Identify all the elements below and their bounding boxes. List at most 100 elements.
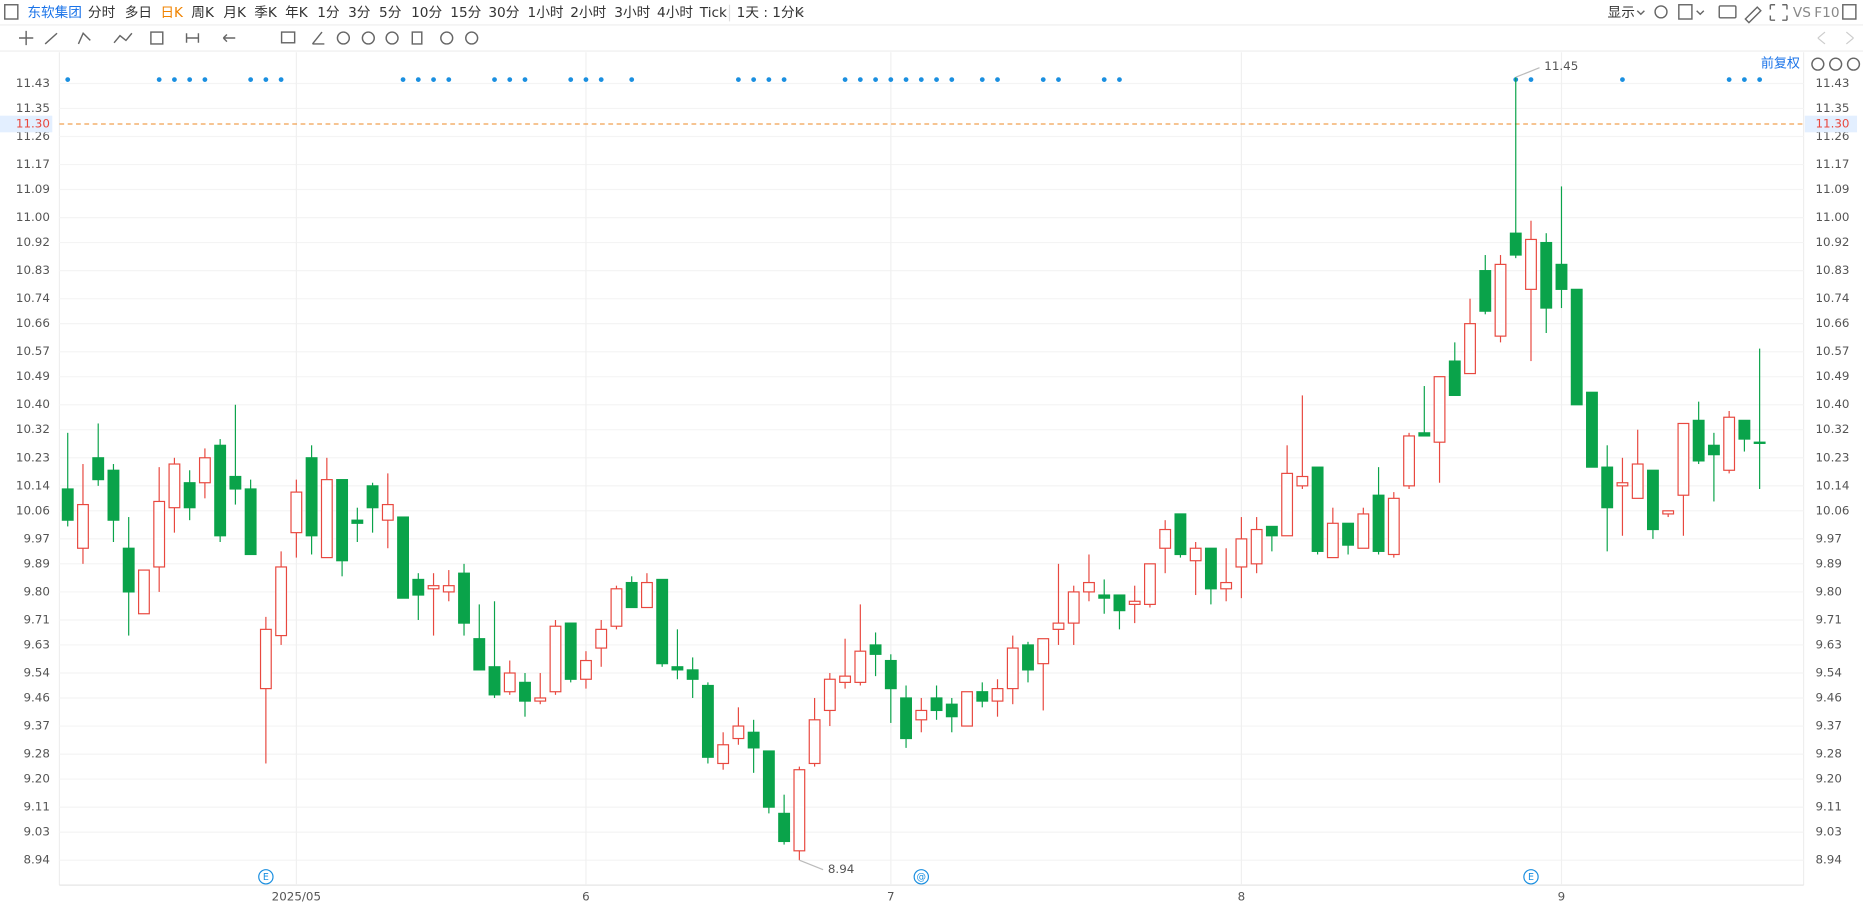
candle-body [1098,594,1111,599]
event-dot [278,77,284,82]
period[interactable]: 5分 [379,5,402,21]
line-tool[interactable] [44,32,58,45]
event-dot [156,77,162,82]
channel-tool[interactable] [77,32,91,45]
move-tool[interactable] [19,30,34,46]
zoom-out[interactable] [1829,57,1843,71]
vs-button[interactable]: VS [1793,5,1811,21]
candle-body [1753,441,1766,444]
display-menu[interactable]: 显示 [1608,5,1635,21]
event-dot [187,77,193,82]
panel-toggle[interactable] [1842,4,1857,20]
period[interactable]: 月K [223,5,247,21]
period[interactable]: 2小时 [570,5,606,21]
y-tick-label-right: 10.14 [1815,478,1849,492]
period[interactable]: 季K [254,5,278,21]
wave-tool[interactable] [113,32,133,44]
shape-tool[interactable] [150,31,164,45]
candle-body [671,666,684,671]
sidebar-toggle[interactable] [4,4,19,20]
candle-body [275,566,288,637]
candle-body [1479,270,1492,312]
angle-tool[interactable] [311,31,325,45]
candle-body [137,569,150,615]
draw-icon[interactable] [1744,6,1762,24]
settings-icon[interactable] [1654,5,1668,19]
period[interactable]: 3小时 [614,5,650,21]
candle-body [320,479,333,559]
min-label: 8.94 [828,862,854,876]
period[interactable]: 3分 [348,5,371,21]
y-tick-label: 10.83 [16,263,50,277]
candle-body [1646,469,1659,531]
candle-body [564,622,577,680]
period-selected[interactable]: 日K [160,5,184,21]
period[interactable]: 30分 [488,5,519,21]
magnet-tool[interactable] [336,31,351,45]
candle-body [503,672,516,693]
event-dot [598,77,604,82]
candle-body [77,503,89,549]
event-icon [913,869,930,885]
y-tick-label: 9.37 [23,719,49,733]
candle-body [976,691,989,702]
measure-tool[interactable] [185,33,200,43]
stock-name[interactable]: 东软集团 [27,5,82,21]
candle-body [1128,600,1141,605]
event-icon-label: E [263,872,269,883]
candle-body [1464,323,1476,375]
y-tick-label-right: 10.40 [1815,397,1849,411]
candle-body [214,444,227,537]
delete-tool[interactable] [411,31,423,45]
tool-settings[interactable] [465,31,479,45]
link-tool[interactable] [440,31,454,45]
candle-body [122,547,135,593]
layout-icon[interactable] [1678,4,1693,20]
y-tick-label: 9.20 [23,772,49,786]
period[interactable]: Tick [699,5,727,21]
event-dot [949,77,955,82]
candle-body [351,519,364,524]
period[interactable]: 1分 [317,5,340,21]
y-tick-label: 9.28 [23,747,49,761]
candle-body [92,457,105,481]
camera-icon[interactable] [1718,5,1737,19]
range-select[interactable]: 1天 : 1分K [737,5,805,21]
candle-body [732,725,745,740]
candle-body [900,697,912,740]
period[interactable]: 1小时 [528,5,564,21]
lock-tool[interactable] [385,31,399,45]
y-tick-label-right: 9.97 [1815,531,1841,545]
event-dot [431,77,436,82]
period[interactable]: 15分 [450,5,481,21]
period[interactable]: 10分 [411,5,442,21]
f10-button[interactable]: F10 [1814,5,1839,21]
y-tick-label: 10.32 [16,422,50,436]
arrow-tool[interactable] [222,33,236,43]
reset-icon[interactable] [1811,57,1825,71]
candle-body [625,581,638,609]
candle-body [1631,463,1644,499]
period[interactable]: 分时 [88,5,116,21]
period[interactable]: 周K [191,5,215,21]
period[interactable]: 年K [285,5,309,21]
visibility-tool[interactable] [361,31,375,45]
redo[interactable] [1845,31,1854,45]
zoom-in[interactable] [1846,57,1861,71]
event-dot [1117,77,1122,82]
candle-body [198,457,211,484]
fullscreen-icon[interactable] [1769,4,1788,21]
candle-body [381,503,394,521]
candle-body [534,697,547,702]
period[interactable]: 4小时 [657,5,693,21]
max-leader [1515,67,1540,78]
candle-body [1326,522,1339,559]
adjust-mode[interactable]: 前复权 [1761,56,1800,72]
candle-body [1540,241,1553,309]
note-tool[interactable] [280,31,296,44]
x-tick-label: 7 [887,890,895,904]
period[interactable]: 多日 [125,4,152,21]
event-dot [583,77,589,82]
undo[interactable] [1817,31,1826,45]
